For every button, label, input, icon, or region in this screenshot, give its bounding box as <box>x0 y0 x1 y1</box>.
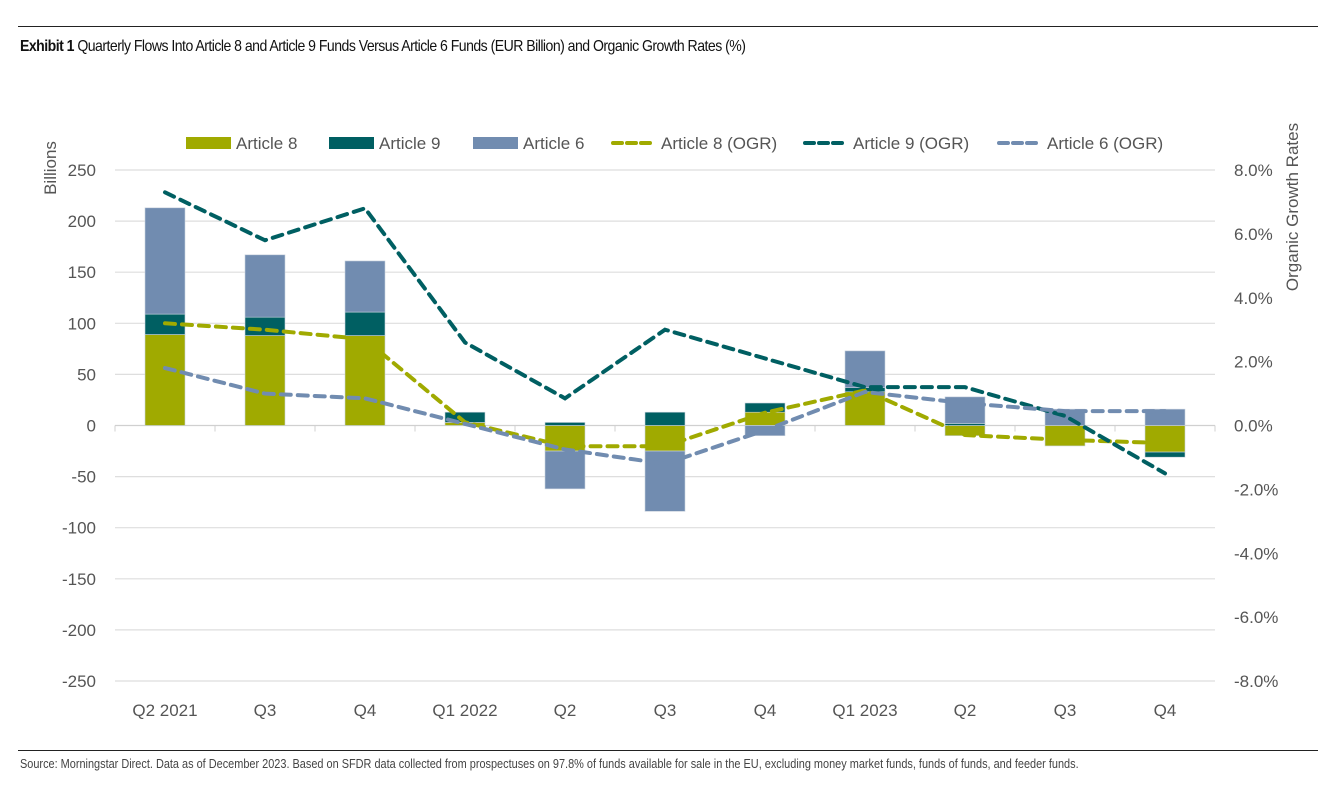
chart-title: Exhibit 1 Quarterly Flows Into Article 8… <box>20 38 746 56</box>
y2-tick-label: 4.0% <box>1234 289 1273 308</box>
y2-tick-label: 8.0% <box>1234 161 1273 180</box>
y2-tick-label: -6.0% <box>1234 608 1278 627</box>
bar-article-8 <box>1144 425 1186 453</box>
source-note: Source: Morningstar Direct. Data as of D… <box>20 756 1079 771</box>
y-tick-label: 250 <box>68 161 96 180</box>
legend-swatch <box>473 137 518 149</box>
legend-item: Article 8 <box>186 134 297 153</box>
y2-tick-label: -2.0% <box>1234 480 1278 499</box>
bar-article-6 <box>344 260 386 313</box>
y-tick-label: 50 <box>77 365 96 384</box>
bar-article-8 <box>1044 425 1086 447</box>
legend-label: Article 8 <box>236 134 297 153</box>
legend-label: Article 9 <box>379 134 440 153</box>
bar-article-9 <box>244 316 286 336</box>
x-tick-label: Q4 <box>354 701 377 720</box>
legend-item: Article 9 <box>329 134 440 153</box>
bar-article-8 <box>244 335 286 426</box>
bar-article-6 <box>244 254 286 318</box>
x-tick-label: Q4 <box>754 701 777 720</box>
x-tick-label: Q2 <box>954 701 977 720</box>
bar-article-6 <box>144 207 186 315</box>
axes: 250 200 150 100 50 0 -50 -100 -150 -200 -250 8.0% 6.… <box>41 123 1302 720</box>
y2-tick-label: 0.0% <box>1234 417 1273 436</box>
exhibit-label: Exhibit 1 <box>20 38 74 55</box>
y-tick-label: -200 <box>62 621 96 640</box>
line-article-6-ogr <box>163 366 1167 466</box>
y-tick-label: 150 <box>68 263 96 282</box>
bar-article-8 <box>144 334 186 426</box>
y2-axis-title: Organic Growth Rates <box>1283 123 1302 291</box>
bar-article-8 <box>344 335 386 426</box>
y-tick-label: -150 <box>62 570 96 589</box>
bar-article-9 <box>944 423 986 426</box>
legend-item: Article 6 <box>473 134 584 153</box>
bar-article-6 <box>844 350 886 388</box>
y-tick-label: 100 <box>68 314 96 333</box>
y-axis-title: Billions <box>41 141 60 195</box>
x-tick-label: Q2 2021 <box>132 701 197 720</box>
y-tick-label: 0 <box>87 417 96 436</box>
x-tick-label: Q1 2022 <box>432 701 497 720</box>
y-tick-label: -250 <box>62 672 96 691</box>
legend-swatch <box>329 137 374 149</box>
bottom-rule <box>18 750 1318 751</box>
bar-article-9 <box>344 311 386 336</box>
legend-swatch <box>186 137 231 149</box>
y2-tick-label: 2.0% <box>1234 353 1273 372</box>
bar-article-6 <box>544 450 586 490</box>
x-tick-label: Q3 <box>654 701 677 720</box>
legend-label: Article 6 <box>523 134 584 153</box>
y-tick-label: -50 <box>71 468 96 487</box>
y-tick-label: 200 <box>68 212 96 231</box>
x-tick-label: Q1 2023 <box>832 701 897 720</box>
bar-article-9 <box>644 411 686 426</box>
y2-tick-label: 6.0% <box>1234 225 1273 244</box>
legend-item: Article 6 (OGR) <box>997 134 1163 153</box>
legend-label: Article 6 (OGR) <box>1047 134 1163 153</box>
legend: Article 8 Article 9 Article 6 Article 8 (OG… <box>186 134 1163 153</box>
legend-item: Article 8 (OGR) <box>611 134 777 153</box>
ogr-lines <box>163 190 1167 476</box>
y-tick-label: -100 <box>62 519 96 538</box>
top-rule <box>18 26 1318 27</box>
x-tick-label: Q3 <box>1054 701 1077 720</box>
legend-label: Article 9 (OGR) <box>853 134 969 153</box>
bar-article-9 <box>544 422 586 426</box>
x-tick-label: Q4 <box>1154 701 1177 720</box>
x-tick-label: Q2 <box>554 701 577 720</box>
line-article-9-ogr <box>163 190 1167 476</box>
x-tick-label: Q3 <box>254 701 277 720</box>
title-text: Quarterly Flows Into Article 8 and Artic… <box>77 38 746 55</box>
line-article-8-ogr <box>163 321 1167 449</box>
bar-article-9 <box>1144 451 1186 458</box>
bars <box>144 207 1186 512</box>
y2-tick-label: -8.0% <box>1234 672 1278 691</box>
legend-item: Article 9 (OGR) <box>803 134 969 153</box>
y2-tick-label: -4.0% <box>1234 544 1278 563</box>
legend-label: Article 8 (OGR) <box>661 134 777 153</box>
